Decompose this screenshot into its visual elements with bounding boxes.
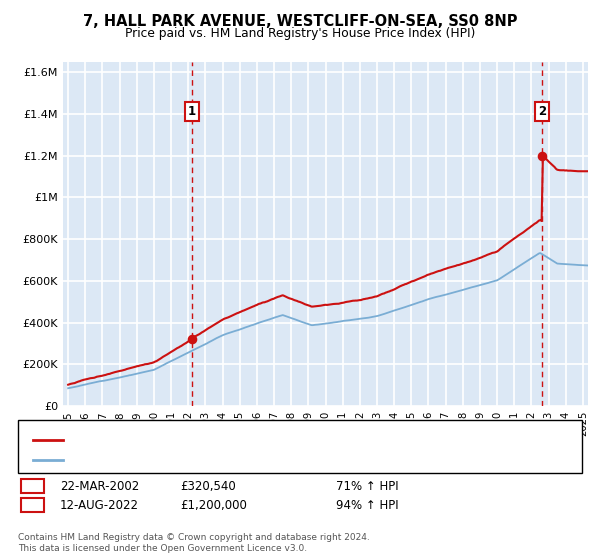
Point — [537, 151, 547, 160]
Text: 2: 2 — [28, 498, 37, 512]
Text: 22-MAR-2002: 22-MAR-2002 — [60, 479, 139, 493]
Text: £1,200,000: £1,200,000 — [180, 498, 247, 512]
Text: 94% ↑ HPI: 94% ↑ HPI — [336, 498, 398, 512]
Text: 1: 1 — [188, 105, 196, 118]
Text: Contains HM Land Registry data © Crown copyright and database right 2024.
This d: Contains HM Land Registry data © Crown c… — [18, 533, 370, 553]
Text: 7, HALL PARK AVENUE, WESTCLIFF-ON-SEA, SS0 8NP: 7, HALL PARK AVENUE, WESTCLIFF-ON-SEA, S… — [83, 14, 517, 29]
Text: 2: 2 — [538, 105, 546, 118]
Text: 12-AUG-2022: 12-AUG-2022 — [60, 498, 139, 512]
Text: 71% ↑ HPI: 71% ↑ HPI — [336, 479, 398, 493]
Text: HPI: Average price, detached house, Southend-on-Sea: HPI: Average price, detached house, Sout… — [69, 455, 366, 465]
Text: £320,540: £320,540 — [180, 479, 236, 493]
Text: 1: 1 — [28, 479, 37, 493]
Point — [187, 335, 197, 344]
Text: 7, HALL PARK AVENUE, WESTCLIFF-ON-SEA, SS0 8NP (detached house): 7, HALL PARK AVENUE, WESTCLIFF-ON-SEA, S… — [69, 435, 456, 445]
Text: Price paid vs. HM Land Registry's House Price Index (HPI): Price paid vs. HM Land Registry's House … — [125, 27, 475, 40]
